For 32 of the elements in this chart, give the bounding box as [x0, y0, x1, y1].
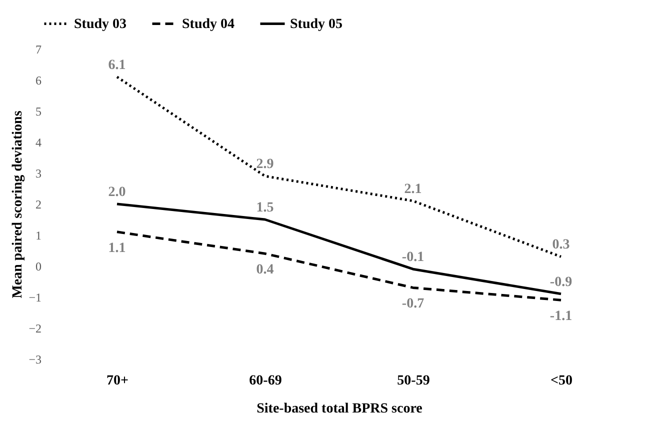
data-label: -0.7 [402, 296, 424, 312]
data-label: 2.9 [256, 157, 274, 172]
y-tick-label: −2 [28, 322, 42, 336]
data-label: -0.9 [550, 274, 572, 290]
legend-label: Study 03 [74, 16, 127, 32]
y-tick-label: −1 [28, 290, 42, 304]
y-tick-label: 2 [36, 198, 42, 212]
y-tick-label: 0 [36, 260, 42, 274]
y-tick-label: 5 [36, 104, 42, 118]
data-label: -1.1 [550, 309, 572, 324]
data-label: 2.1 [404, 182, 422, 197]
data-label: -0.1 [402, 250, 424, 266]
y-tick-label: 1 [36, 228, 42, 242]
legend-label: Study 04 [182, 16, 235, 32]
x-tick-label: 50-59 [397, 374, 430, 388]
data-label: 0.4 [256, 262, 274, 278]
data-label: 0.3 [552, 238, 570, 253]
data-label: 1.1 [108, 240, 126, 256]
data-label: 6.1 [108, 58, 126, 73]
y-tick-label: 6 [36, 74, 42, 88]
y-tick-label: −3 [28, 352, 42, 366]
x-tick-label: 70+ [106, 374, 129, 388]
x-tick-label: 60-69 [249, 374, 282, 388]
y-axis-title: Mean paired scoring deviations [10, 110, 26, 298]
data-label: 1.5 [256, 200, 274, 216]
x-tick-label: <50 [550, 374, 572, 388]
y-tick-label: 7 [36, 42, 42, 56]
data-label: 2.0 [108, 185, 126, 200]
y-tick-label: 4 [36, 136, 42, 150]
x-axis-title: Site-based total BPRS score [256, 402, 422, 416]
legend-label: Study 05 [290, 16, 343, 32]
y-tick-label: 3 [36, 166, 42, 180]
